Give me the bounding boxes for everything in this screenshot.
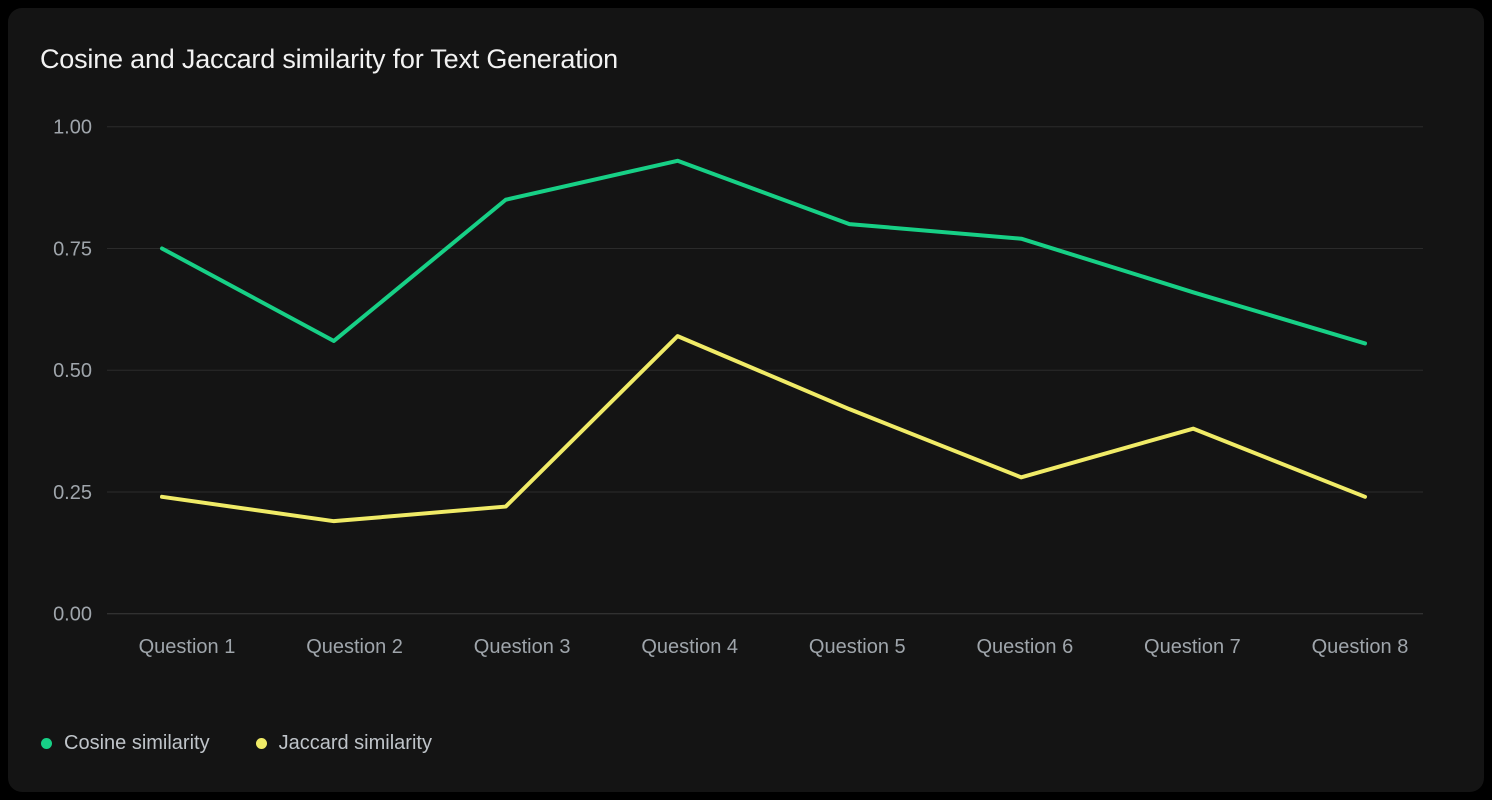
x-tick-label: Question 7	[1144, 636, 1241, 658]
legend-label-cosine: Cosine similarity	[64, 732, 210, 754]
series-line-jaccard-similarity[interactable]	[160, 334, 1368, 524]
x-tick-label: Question 1	[139, 636, 236, 658]
chart-title: Cosine and Jaccard similarity for Text G…	[40, 44, 618, 74]
x-tick-label: Question 3	[474, 636, 571, 658]
x-tick-label: Question 5	[809, 636, 906, 658]
legend-label-jaccard: Jaccard similarity	[278, 732, 432, 754]
chart-canvas: 1.00 0.75 0.50 0.25 0.00 Question 1 Question 2…	[53, 117, 1423, 658]
y-tick-label: 0.00	[53, 604, 92, 626]
x-tick-label: Question 8	[1312, 636, 1409, 658]
legend-item-jaccard-similarity[interactable]: Jaccard similarity	[255, 732, 432, 755]
legend-dot-cosine-icon	[41, 738, 52, 749]
x-tick-label: Question 2	[306, 636, 403, 658]
legend-item-cosine-similarity[interactable]: Cosine similarity	[41, 732, 210, 755]
series-line-cosine-similarity[interactable]	[160, 158, 1368, 346]
chart-card: Cosine and Jaccard similarity for Text G…	[8, 8, 1484, 792]
y-tick-label: 0.25	[53, 482, 92, 504]
x-tick-label: Question 4	[641, 636, 738, 658]
y-tick-label: 0.50	[53, 360, 92, 382]
x-tick-label: Question 6	[976, 636, 1073, 658]
y-tick-label: 0.75	[53, 238, 92, 260]
y-tick-label: 1.00	[53, 117, 92, 139]
chart-legend: Cosine similarity Jaccard similarity	[41, 732, 432, 755]
legend-dot-jaccard-icon	[255, 738, 267, 749]
